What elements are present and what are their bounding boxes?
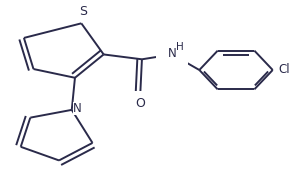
Text: Cl: Cl: [278, 64, 290, 76]
Text: H: H: [176, 42, 184, 52]
Text: S: S: [79, 5, 87, 19]
Text: N: N: [168, 47, 177, 60]
Text: N: N: [73, 102, 82, 115]
Text: O: O: [135, 97, 145, 110]
